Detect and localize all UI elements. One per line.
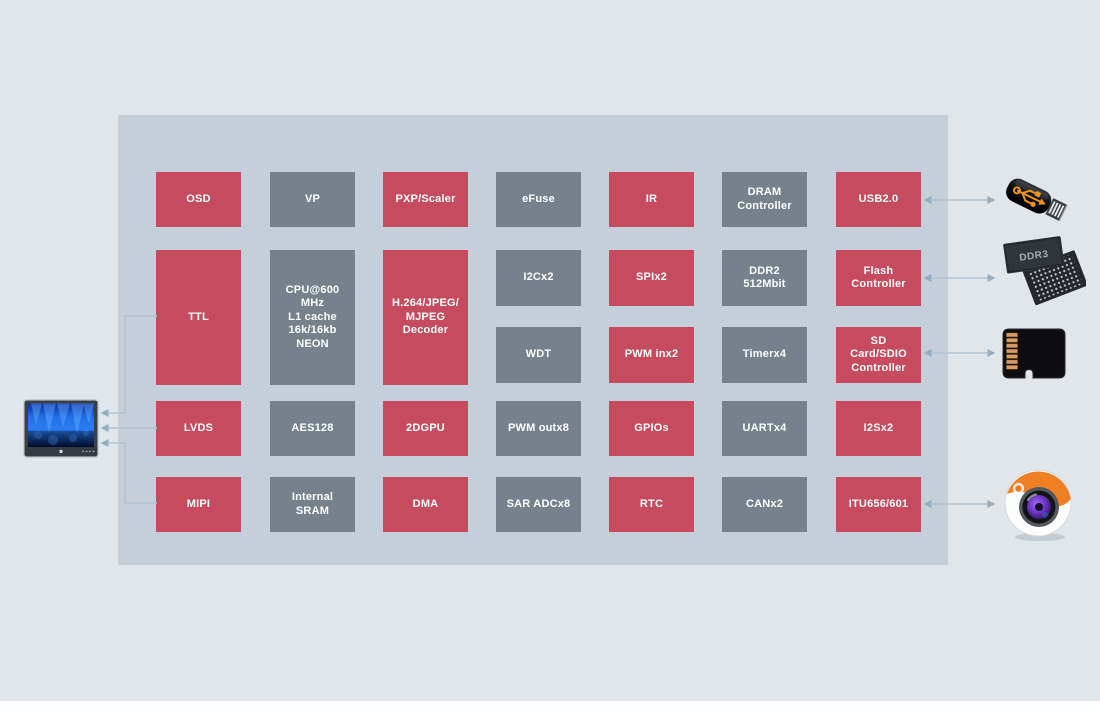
block-sar-adc: SAR ADCx8 [496,477,581,532]
block-timer: Timerx4 [722,327,807,383]
block-aes128: AES128 [270,401,355,456]
block-gpios: GPIOs [609,401,694,456]
block-mipi: MIPI [156,477,241,532]
block-pwm-out: PWM outx8 [496,401,581,456]
block-dma: DMA [383,477,468,532]
block-vp: VP [270,172,355,227]
block-pwm-in: PWM inx2 [609,327,694,383]
block-pxp-scaler: PXP/Scaler [383,172,468,227]
block-internal-sram: Internal SRAM [270,477,355,532]
camera-icon [1001,466,1077,547]
block-ddr2: DDR2 512Mbit [722,250,807,306]
ddr3-chip-icon: DDR3 [996,236,1088,317]
block-itu656-601: ITU656/601 [836,477,921,532]
block-2dgpu: 2DGPU [383,401,468,456]
block-dram-controller: DRAM Controller [722,172,807,227]
block-sd-sdio-controller: SD Card/SDIO Controller [836,327,921,383]
usb-flash-drive-icon [998,160,1082,237]
block-spi: SPIx2 [609,250,694,306]
block-rtc: RTC [609,477,694,532]
block-efuse: eFuse [496,172,581,227]
block-wdt: WDT [496,327,581,383]
block-i2c: I2Cx2 [496,250,581,306]
block-i2s: I2Sx2 [836,401,921,456]
block-h264-decoder: H.264/JPEG/ MJPEG Decoder [383,250,468,385]
block-usb2: USB2.0 [836,172,921,227]
microsd-card-icon [1002,328,1070,385]
block-flash-controller: Flash Controller [836,250,921,306]
lcd-monitor-icon [23,399,99,463]
ddr3-chip-label: DDR3 [1019,249,1049,264]
block-uart: UARTx4 [722,401,807,456]
block-osd: OSD [156,172,241,227]
page-bottom-strip [0,701,1100,710]
ddr3-labeled-chip: DDR3 [1003,236,1065,274]
block-can: CANx2 [722,477,807,532]
block-lvds: LVDS [156,401,241,456]
block-ttl: TTL [156,250,241,385]
block-cpu: CPU@600 MHz L1 cache 16k/16kb NEON [270,250,355,385]
block-ir: IR [609,172,694,227]
